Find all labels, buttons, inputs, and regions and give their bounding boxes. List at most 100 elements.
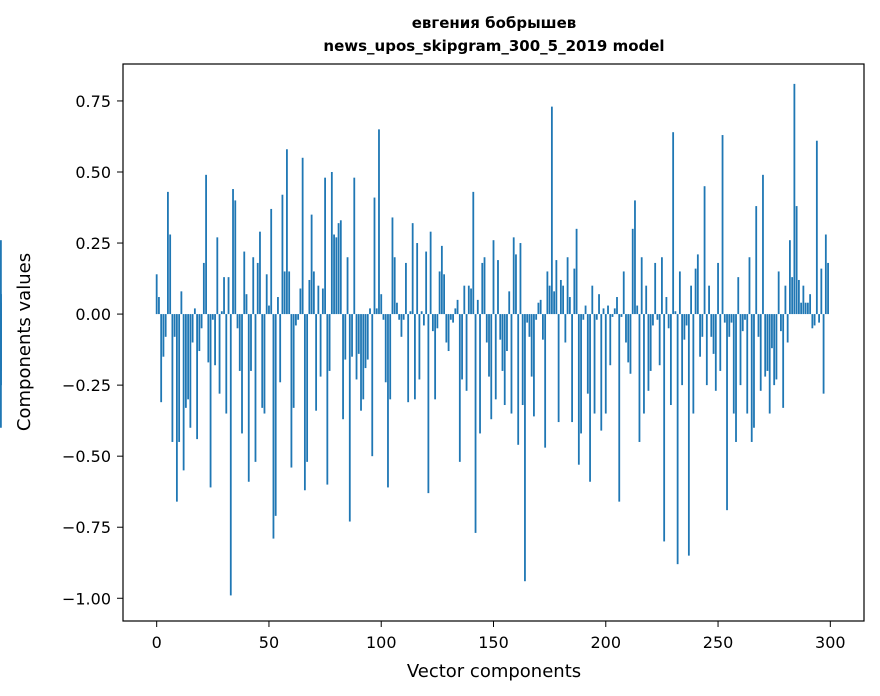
bar bbox=[283, 271, 286, 315]
bar bbox=[310, 214, 313, 315]
bar bbox=[355, 314, 358, 380]
bar bbox=[411, 223, 414, 315]
bar bbox=[407, 314, 410, 403]
bar bbox=[710, 314, 713, 337]
bar bbox=[434, 314, 437, 400]
bar bbox=[387, 314, 389, 488]
bar bbox=[748, 257, 751, 315]
bar bbox=[167, 191, 169, 315]
x-tick-label: 0 bbox=[152, 633, 162, 652]
bar bbox=[175, 314, 178, 502]
bar bbox=[476, 299, 479, 315]
bar bbox=[694, 268, 697, 315]
bar bbox=[604, 314, 607, 414]
bar bbox=[274, 314, 277, 516]
bar bbox=[189, 314, 192, 428]
bar bbox=[620, 314, 623, 317]
bar bbox=[470, 288, 472, 315]
x-tick-label: 50 bbox=[259, 633, 279, 652]
bar bbox=[696, 254, 699, 315]
chart-subtitle: news_upos_skipgram_300_5_2019 model bbox=[323, 37, 664, 55]
bar bbox=[598, 294, 600, 315]
bar bbox=[820, 268, 823, 315]
bar bbox=[207, 314, 210, 363]
bar bbox=[391, 217, 394, 315]
bar bbox=[485, 314, 488, 343]
bar bbox=[247, 314, 250, 482]
y-tick-label: −1.00 bbox=[62, 589, 111, 608]
x-axis-label: Vector components bbox=[407, 661, 581, 682]
bar bbox=[303, 314, 306, 491]
bar bbox=[827, 262, 829, 315]
bar bbox=[200, 314, 203, 329]
bar bbox=[768, 314, 771, 414]
bar bbox=[818, 314, 820, 323]
bar bbox=[467, 285, 470, 315]
bar bbox=[488, 314, 490, 377]
bar bbox=[378, 129, 380, 315]
bar bbox=[524, 314, 526, 582]
bar bbox=[580, 314, 582, 434]
bar bbox=[268, 305, 270, 315]
bar bbox=[750, 314, 753, 442]
bar bbox=[735, 314, 737, 442]
bar bbox=[178, 314, 181, 442]
bar bbox=[425, 251, 428, 315]
bar bbox=[362, 314, 365, 400]
bar bbox=[771, 314, 773, 349]
bar bbox=[440, 245, 443, 315]
bar bbox=[537, 302, 540, 315]
bar bbox=[198, 314, 201, 352]
bar bbox=[279, 314, 282, 383]
bar bbox=[782, 314, 785, 408]
bar bbox=[286, 149, 288, 315]
bar bbox=[548, 285, 551, 315]
bar bbox=[618, 314, 621, 502]
bar bbox=[564, 314, 567, 343]
x-tick-label: 250 bbox=[703, 633, 734, 652]
bar bbox=[209, 314, 212, 488]
bar bbox=[400, 314, 403, 337]
bar bbox=[674, 311, 677, 315]
bar bbox=[422, 314, 425, 326]
bar bbox=[755, 206, 758, 315]
bar bbox=[568, 297, 571, 315]
bar bbox=[317, 285, 320, 315]
bar bbox=[351, 314, 353, 357]
bar bbox=[719, 314, 722, 371]
bar bbox=[353, 177, 356, 315]
bar bbox=[557, 314, 560, 423]
x-axis-ticks: 0 50 100 150 200 250 300 bbox=[152, 621, 846, 652]
bar bbox=[586, 314, 589, 394]
bar bbox=[173, 314, 176, 337]
bar bbox=[214, 314, 216, 366]
bar bbox=[393, 257, 396, 315]
bar bbox=[652, 314, 654, 326]
y-axis-label: Components values bbox=[14, 253, 35, 431]
bar bbox=[360, 314, 362, 411]
bar bbox=[245, 294, 248, 315]
bar bbox=[218, 314, 221, 394]
bar bbox=[526, 314, 529, 323]
bar bbox=[265, 274, 268, 315]
bar bbox=[627, 314, 630, 363]
y-tick-label: 0.75 bbox=[75, 92, 111, 111]
bar bbox=[402, 314, 405, 320]
bar bbox=[595, 314, 598, 320]
bar bbox=[369, 308, 371, 315]
bar bbox=[712, 314, 715, 354]
bar bbox=[723, 314, 726, 323]
bar bbox=[804, 302, 807, 315]
bar bbox=[661, 257, 663, 315]
bar bbox=[636, 305, 639, 315]
bar bbox=[678, 271, 681, 315]
bar bbox=[366, 314, 369, 360]
bar bbox=[295, 314, 297, 326]
bar bbox=[584, 305, 587, 315]
bar bbox=[690, 285, 692, 315]
bar bbox=[811, 314, 814, 329]
bar bbox=[640, 257, 643, 315]
bar bbox=[613, 308, 616, 315]
bar bbox=[456, 299, 459, 315]
bar bbox=[741, 314, 744, 332]
